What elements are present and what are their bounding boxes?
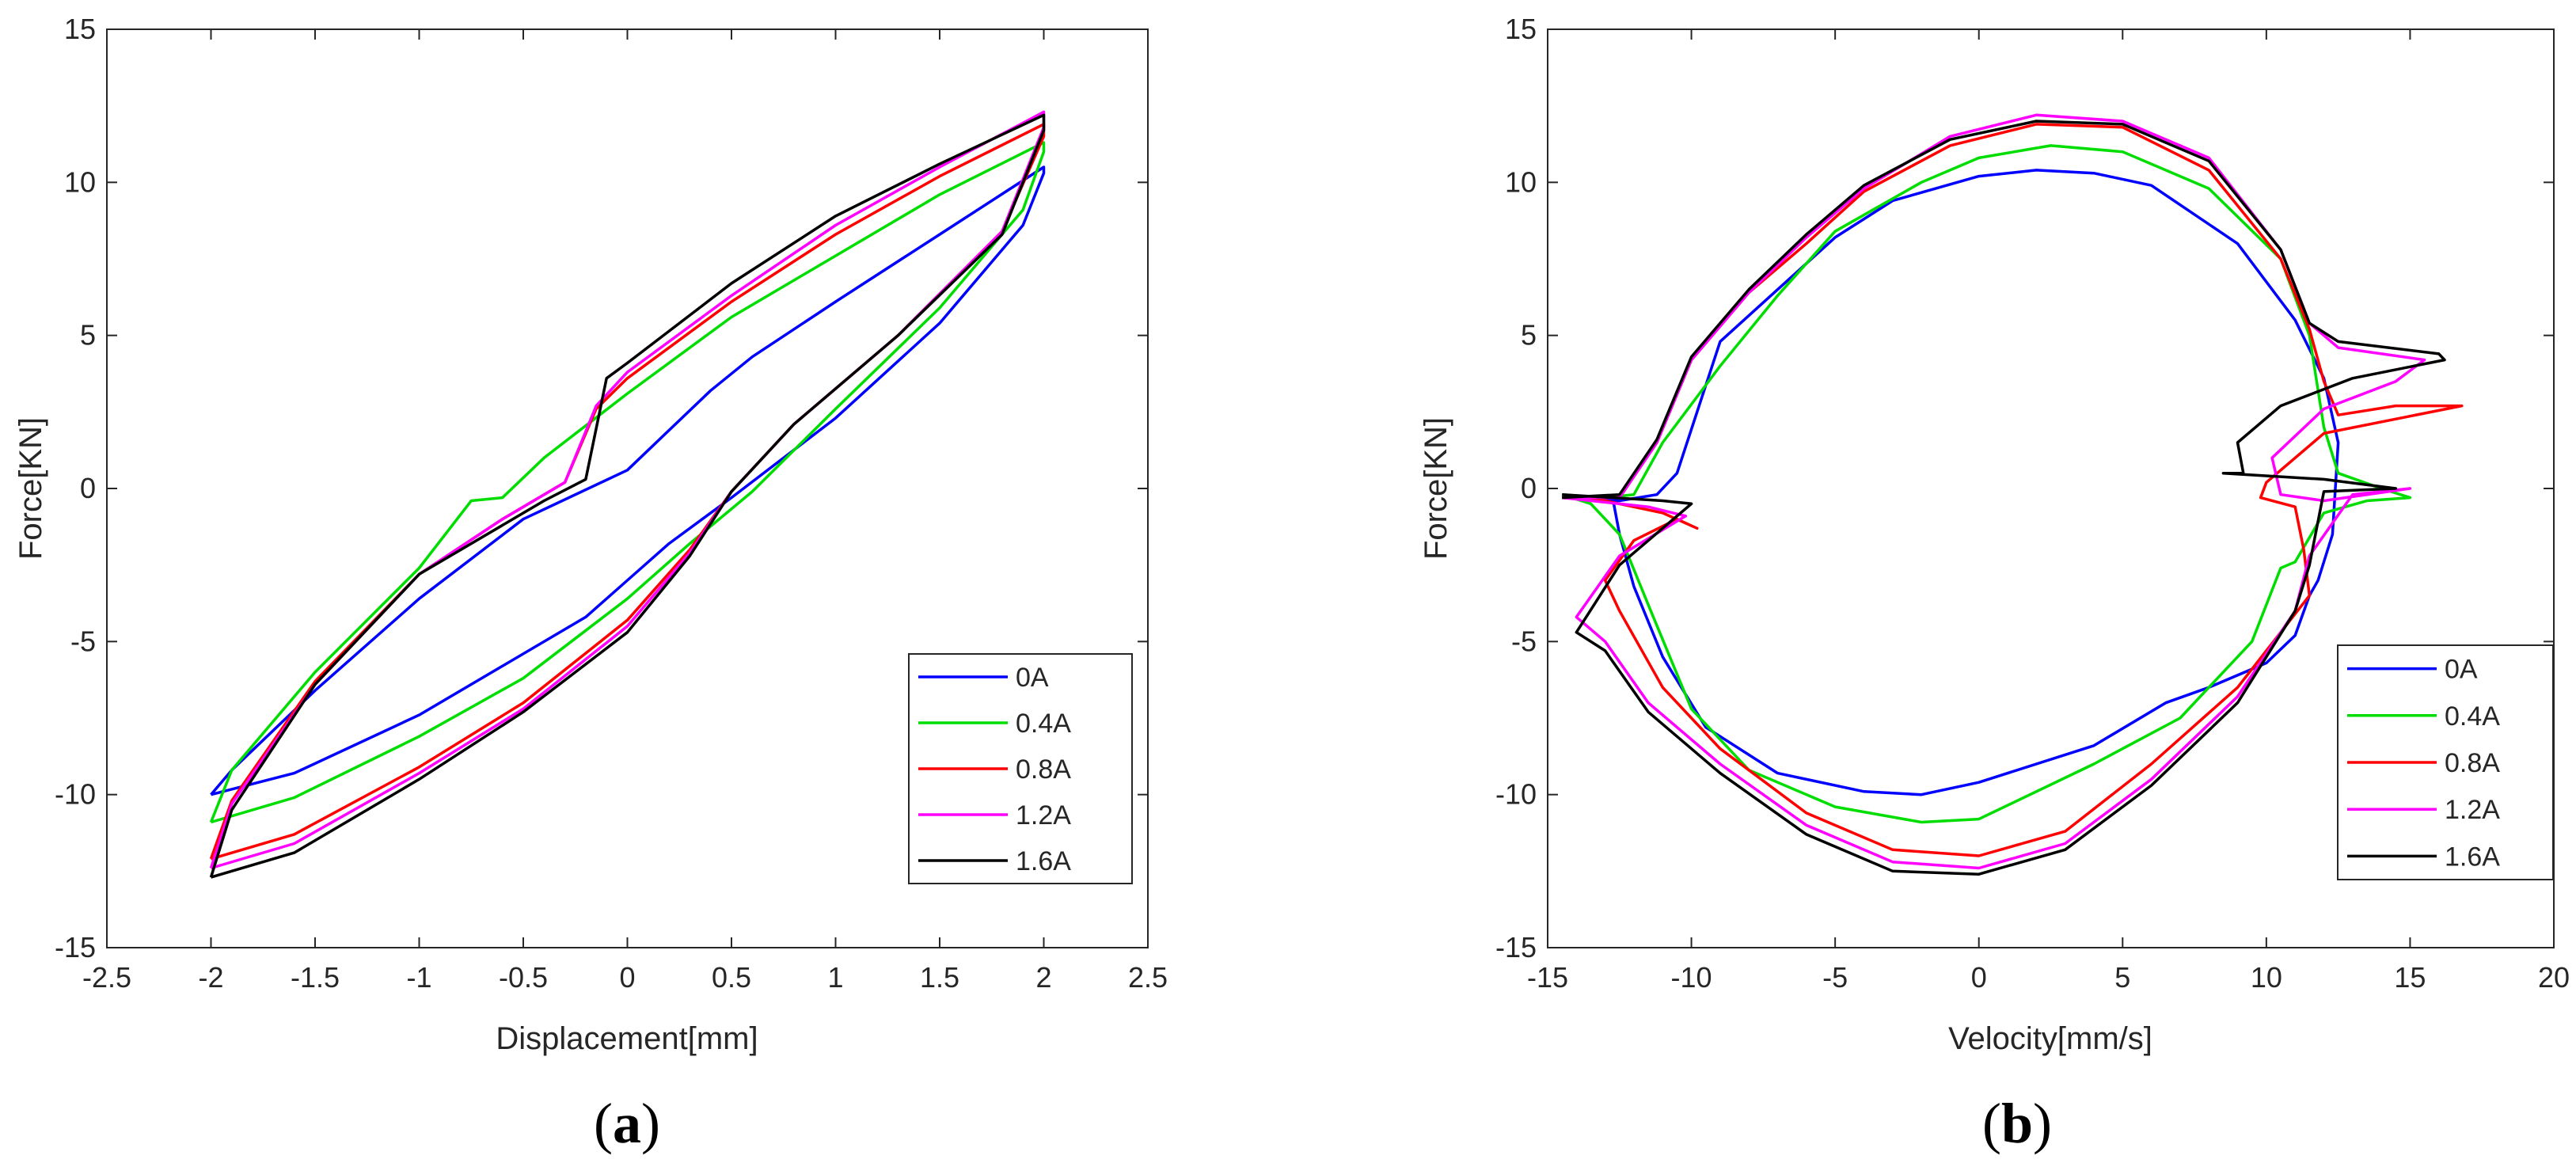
panel-b-x-axis-label: Velocity[mm/s] (1948, 1021, 2152, 1056)
panel-a-y-ticks: -15 -10 -5 0 5 10 15 (55, 13, 1148, 963)
series-line-0.4A (209, 141, 1046, 824)
y-tick-label: 5 (80, 319, 96, 352)
series-line-1.6A (209, 113, 1046, 879)
x-tick-label: 0 (619, 961, 635, 994)
x-tick-label: 0 (1971, 961, 1987, 994)
panel-a-x-ticks: -2.5 -2 -1.5 -1 -0.5 0 0.5 1 1.5 2 2.5 (82, 29, 1168, 994)
panel-b-chart: -15 -10 -5 0 5 10 15 20 -15 -10 -5 0 5 10 15 Velocity… (1419, 13, 2570, 1155)
panel-b-x-ticks: -15 -10 -5 0 5 10 15 20 (1527, 29, 2570, 994)
x-tick-label: -10 (1671, 961, 1712, 994)
series-line-0A (210, 165, 1046, 796)
y-tick-label: 5 (1521, 319, 1537, 352)
series-line-1.2A (1562, 113, 2426, 870)
y-tick-label: 10 (64, 165, 96, 198)
legend-label: 1.6A (1016, 846, 1071, 876)
series-line-1.2A (209, 110, 1046, 870)
panel-a-series (209, 110, 1046, 879)
x-tick-label: 2.5 (1128, 961, 1168, 994)
x-tick-label: 1.5 (920, 961, 959, 994)
x-tick-label: 20 (2538, 961, 2570, 994)
panel-b-series (1561, 113, 2464, 876)
panel-a-chart: -2.5 -2 -1.5 -1 -0.5 0 0.5 1 1.5 2 2.5 -15 -10 -5 0 5 1… (13, 13, 1168, 1155)
panel-b-legend: 0A 0.4A 0.8A 1.2A 1.6A (2337, 644, 2554, 880)
x-tick-label: -1 (406, 961, 431, 994)
panel-a-y-axis-label: Force[KN] (13, 417, 48, 560)
panel-b-caption: (b) (1982, 1092, 2052, 1155)
x-tick-label: -0.5 (499, 961, 548, 994)
x-tick-label: 15 (2394, 961, 2426, 994)
x-tick-label: -5 (1822, 961, 1848, 994)
y-tick-label: -10 (55, 778, 96, 811)
y-tick-label: -15 (1495, 931, 1537, 963)
legend-label: 0.4A (1016, 709, 1071, 739)
legend-label: 0A (1016, 663, 1049, 693)
legend-label: 1.2A (2445, 795, 2500, 825)
x-tick-label: -2 (198, 961, 223, 994)
panel-b-y-axis-label: Force[KN] (1419, 417, 1453, 560)
panel-b-caption-letter: b (2001, 1092, 2033, 1155)
legend-label: 0.8A (2445, 748, 2500, 778)
panel-a-caption: (a) (594, 1092, 660, 1155)
y-tick-label: -10 (1495, 778, 1537, 811)
y-tick-label: -15 (55, 931, 96, 963)
x-tick-label: 1 (827, 961, 843, 994)
legend-label: 1.6A (2445, 842, 2500, 872)
x-tick-label: 5 (2114, 961, 2130, 994)
y-tick-label: 10 (1505, 165, 1537, 198)
y-tick-label: -5 (70, 625, 96, 657)
panel-a-legend: 0A 0.4A 0.8A 1.2A 1.6A (908, 653, 1133, 884)
legend-label: 1.2A (1016, 800, 1071, 830)
y-tick-label: 15 (1505, 13, 1537, 45)
y-tick-label: 0 (80, 472, 96, 504)
legend-label: 0A (2445, 655, 2478, 685)
legend-label: 0.8A (1016, 754, 1071, 785)
legend-label: 0.4A (2445, 701, 2500, 732)
x-tick-label: 2 (1035, 961, 1051, 994)
panel-b-y-ticks: -15 -10 -5 0 5 10 15 (1495, 13, 2554, 963)
panel-a-caption-letter: a (613, 1092, 641, 1155)
y-tick-label: 15 (64, 13, 96, 45)
panel-a-x-axis-label: Displacement[mm] (496, 1021, 758, 1056)
x-tick-label: -2.5 (82, 961, 131, 994)
x-tick-label: 10 (2251, 961, 2282, 994)
y-tick-label: 0 (1521, 472, 1537, 504)
series-line-0.8A (1562, 123, 2464, 857)
x-tick-label: 0.5 (712, 961, 751, 994)
y-tick-label: -5 (1511, 625, 1537, 657)
series-line-0.4A (1561, 144, 2412, 824)
x-tick-label: -1.5 (291, 961, 340, 994)
x-tick-label: -15 (1527, 961, 1568, 994)
series-line-1.6A (1562, 120, 2446, 876)
